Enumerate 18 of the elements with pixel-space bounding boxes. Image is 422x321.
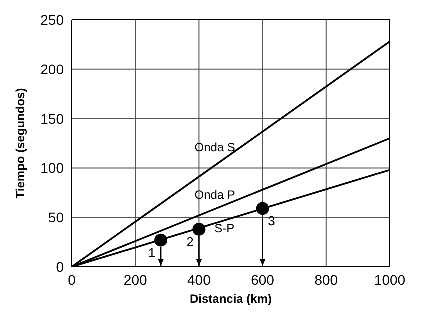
y-axis-title: Tiempo (segundos) [13,88,28,199]
x-axis-title: Distancia (km) [190,292,272,306]
annotation: 1 [148,245,156,260]
y-tick-label: 100 [40,160,64,176]
y-tick-label: 250 [40,12,64,28]
annotation: 3 [268,214,276,229]
annotation: 2 [186,234,194,250]
x-tick-label: 1000 [374,272,406,288]
y-tick-label: 50 [48,210,64,226]
x-tick-label: 0 [68,272,76,288]
x-tick-label: 400 [188,272,212,288]
x-tick-label: 600 [251,272,275,288]
y-tick-label: 200 [40,61,64,78]
x-tick-label: 800 [314,272,338,288]
y-tick-label: 0 [56,258,64,275]
y-tick-label: 150 [40,110,64,127]
x-tick-label: 200 [124,272,148,288]
series-label: S-P [214,222,235,236]
